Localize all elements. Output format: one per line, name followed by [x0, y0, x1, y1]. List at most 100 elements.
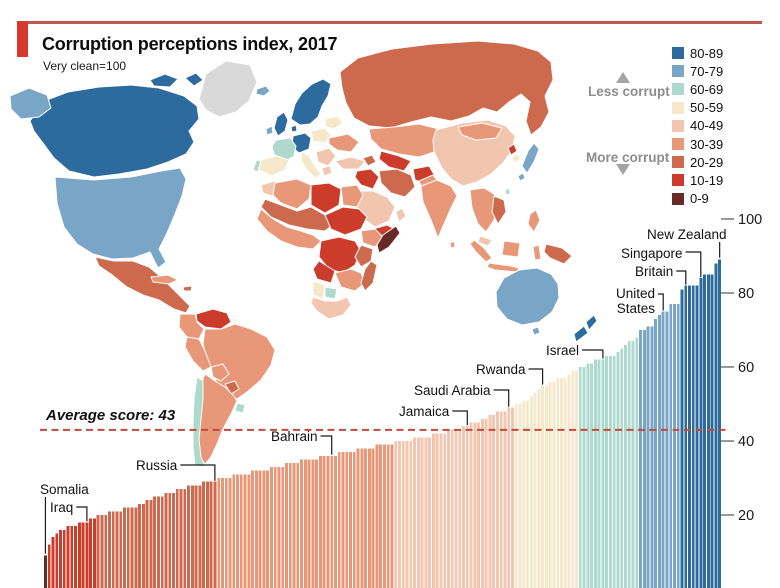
legend-swatch-icon	[672, 101, 684, 114]
bar	[646, 326, 650, 588]
bar	[416, 437, 420, 588]
bar	[420, 437, 424, 588]
bar	[695, 285, 699, 588]
map-region-alaska	[9, 87, 52, 120]
bar	[458, 429, 462, 588]
legend-swatch-icon	[672, 47, 684, 60]
bar	[537, 389, 541, 588]
bar	[428, 437, 432, 588]
legend-swatch-icon	[672, 156, 684, 169]
legend-range-label: 50-59	[690, 100, 724, 116]
average-score-label: Average score: 43	[46, 407, 176, 424]
bar	[134, 507, 138, 588]
bar	[627, 341, 631, 588]
legend-range-label: 80-89	[690, 45, 724, 61]
map-region-bolivia	[210, 363, 230, 382]
map-region-italy	[300, 151, 322, 179]
annotation-connector	[493, 389, 510, 407]
legend-range-label: 20-29	[690, 154, 724, 170]
bar	[179, 489, 183, 588]
bar	[119, 511, 123, 588]
bar	[311, 459, 315, 588]
map-region-japan	[517, 172, 526, 182]
map-region-portugal	[252, 159, 262, 173]
map-region-spain	[258, 155, 290, 177]
map-region-southeast-asia	[469, 187, 501, 233]
bar	[669, 304, 673, 588]
bar	[477, 422, 481, 588]
bar-label-united-states: United States	[615, 286, 655, 316]
top-rule	[28, 21, 762, 24]
legend-swatch-icon	[672, 83, 684, 96]
bar	[642, 330, 646, 588]
bar	[334, 455, 337, 588]
bar	[450, 429, 454, 588]
bar	[676, 304, 680, 588]
bar	[394, 441, 398, 588]
bar	[631, 341, 635, 588]
map-region-sumatra	[469, 239, 493, 263]
bar	[239, 474, 243, 588]
bar	[318, 455, 322, 588]
map-region-indochina	[491, 195, 507, 225]
axis-tick-label: 100	[738, 212, 762, 228]
bar	[563, 378, 567, 588]
annotation-connector	[676, 270, 687, 285]
bar	[160, 496, 164, 588]
map-region-sulawesi	[532, 244, 542, 261]
legend-item: 50-59	[672, 99, 723, 117]
bar	[85, 522, 89, 588]
legend-swatch-icon	[672, 119, 684, 132]
annotation-connectors	[44, 242, 721, 554]
map-region-east-africa	[354, 244, 374, 268]
bar	[424, 437, 428, 588]
legend-swatch-icon	[672, 65, 684, 78]
bar	[130, 507, 134, 588]
bar	[371, 448, 375, 588]
bar	[209, 481, 213, 588]
bar	[123, 507, 126, 588]
annotation-connector	[658, 293, 664, 311]
bar	[322, 455, 326, 588]
bar	[454, 429, 458, 588]
map-region-uk	[273, 111, 289, 137]
bar	[541, 385, 545, 588]
chart-title: Corruption perceptions index, 2017	[42, 34, 338, 54]
map-region-peru	[184, 336, 212, 372]
bar	[714, 263, 718, 588]
map-region-sri-lanka	[449, 240, 456, 249]
bar	[367, 448, 371, 588]
map-region-south-africa	[310, 296, 352, 320]
legend-swatch-icon	[672, 174, 684, 187]
map-region-south-korea	[511, 153, 521, 164]
bar	[194, 485, 198, 588]
annotation-connector	[180, 464, 216, 481]
bar	[153, 496, 157, 588]
bar	[435, 433, 439, 588]
bar	[198, 485, 202, 588]
map-region-zambia	[334, 268, 366, 292]
chart-subtitle: Very clean=100	[43, 59, 127, 73]
map-region-central-africa	[318, 236, 362, 274]
bar	[62, 529, 66, 588]
map-region-japan	[521, 142, 540, 174]
bar	[703, 274, 707, 588]
legend-item: 10-19	[672, 171, 723, 189]
bar-label-russia: Russia	[136, 458, 178, 473]
value-axis: 100 80 60 40 20	[721, 212, 762, 524]
legend-range-label: 0-9	[690, 191, 709, 207]
axis-tick-label: 40	[738, 434, 754, 450]
map-region-algeria	[272, 178, 312, 210]
bar	[70, 526, 74, 588]
map-region-egypt	[340, 184, 364, 208]
map-region-canada	[29, 84, 200, 178]
bar	[673, 304, 676, 588]
bar	[473, 422, 477, 588]
map-region-java	[486, 262, 520, 273]
bar	[556, 378, 560, 588]
bar-label-israel: Israel	[546, 343, 580, 358]
bar	[635, 337, 639, 588]
bar	[352, 452, 356, 588]
bar	[277, 466, 281, 588]
